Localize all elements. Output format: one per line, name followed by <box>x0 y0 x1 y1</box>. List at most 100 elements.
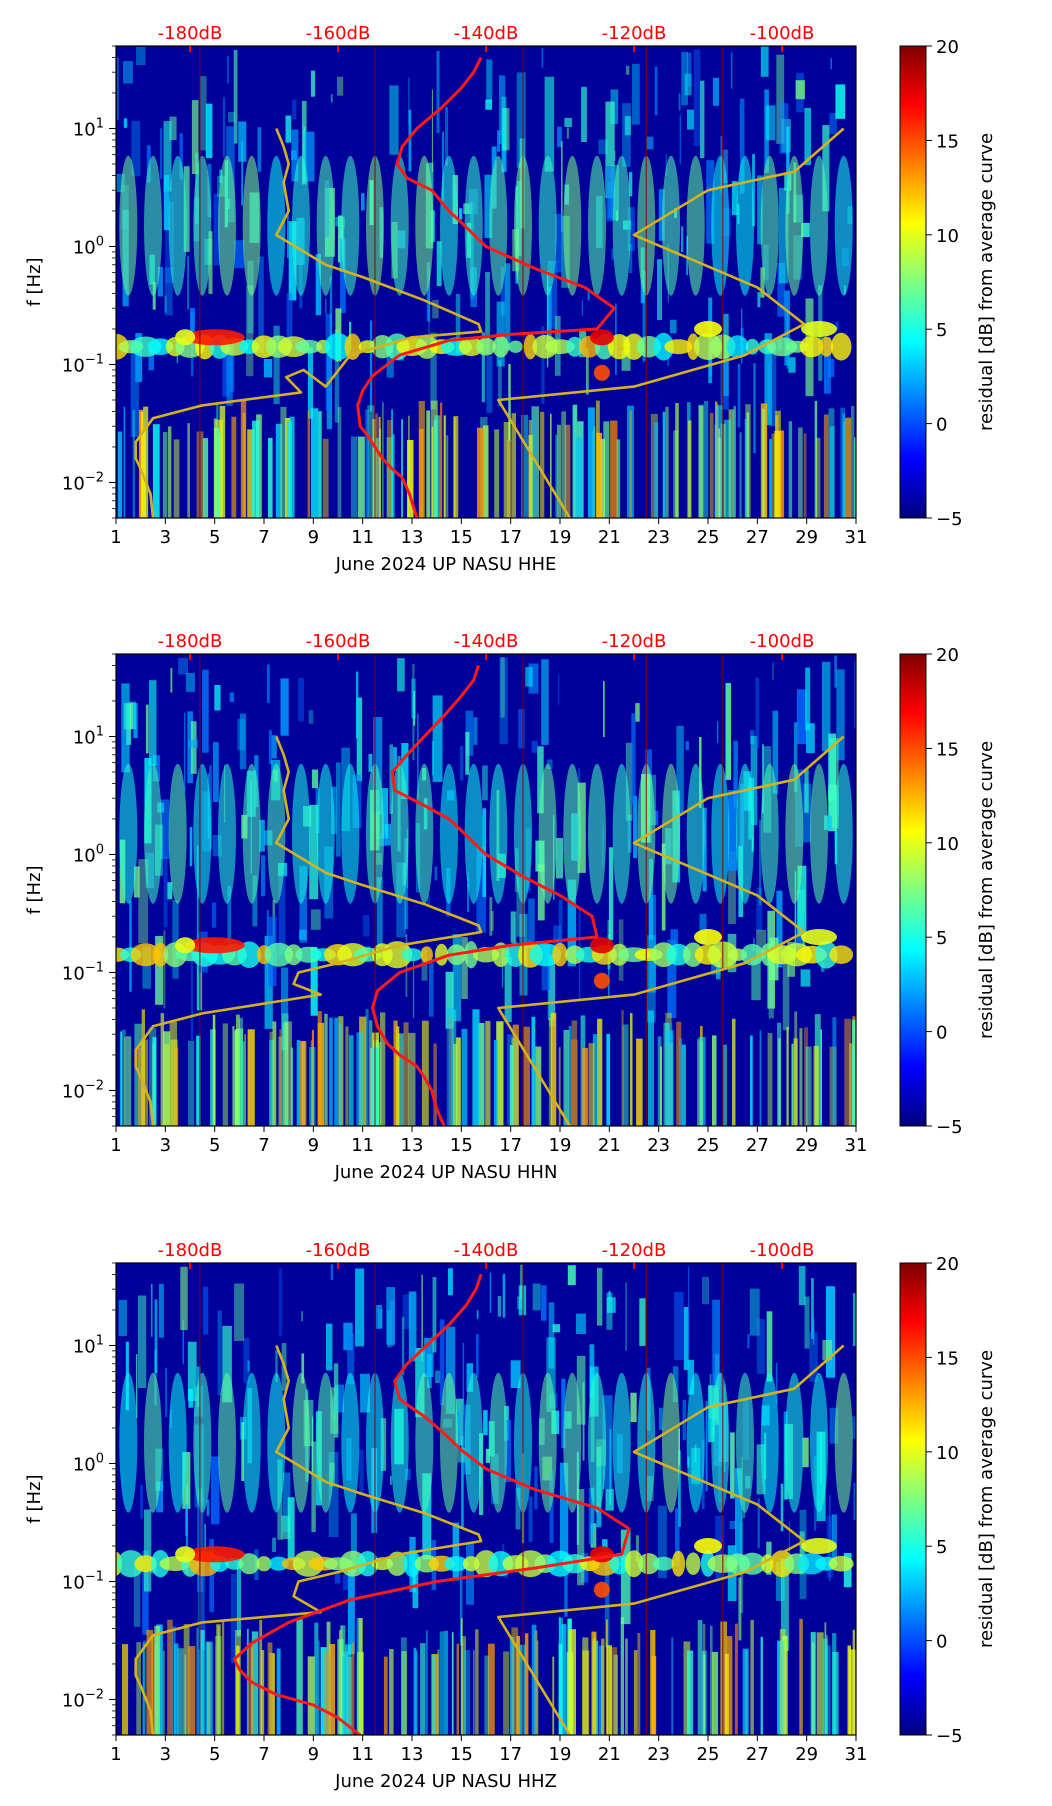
heatmap-streak <box>688 420 692 518</box>
heatmap-cell <box>830 58 832 70</box>
heatmap-hotspot <box>694 1538 722 1554</box>
heatmap-cell <box>797 865 807 937</box>
heatmap-cell <box>257 127 262 172</box>
heatmap-cell <box>156 1481 163 1513</box>
heatmap-streak <box>822 1638 828 1735</box>
heatmap-cell <box>497 130 501 152</box>
x-tick-label: 27 <box>746 1135 769 1156</box>
heatmap-streak <box>236 1645 240 1735</box>
heatmap-streak <box>616 439 621 518</box>
heatmap-streak <box>196 1035 201 1126</box>
heatmap-cell <box>311 769 319 789</box>
heatmap-streak <box>844 1018 851 1126</box>
noise-model-curve <box>496 127 845 518</box>
heatmap-streak <box>252 420 260 518</box>
colorbar-tick-label: 0 <box>936 415 947 436</box>
heatmap-streak <box>392 434 395 518</box>
heatmap-streak <box>842 413 846 518</box>
heatmap-streak <box>671 1637 674 1735</box>
heatmap-streak <box>237 1028 244 1126</box>
heatmap-streak <box>219 405 226 518</box>
heatmap-cell <box>853 1482 856 1521</box>
heatmap-blob <box>489 155 508 296</box>
heatmap-cell <box>514 911 517 945</box>
heatmap-streak <box>408 415 410 518</box>
heatmap-cell <box>163 121 172 192</box>
heatmap-streak <box>570 1039 578 1126</box>
x-tick-label: 27 <box>746 1744 769 1765</box>
heatmap-streak <box>851 1019 856 1126</box>
heatmap-blob <box>736 155 754 296</box>
heatmap-cell <box>737 363 741 428</box>
heatmap-cell <box>393 747 397 771</box>
heatmap-cell <box>739 98 745 194</box>
heatmap-streak <box>582 1047 588 1126</box>
heatmap-cell <box>180 1266 188 1331</box>
heatmap-cell <box>681 51 688 106</box>
heatmap-cell <box>611 248 614 260</box>
heatmap-blob <box>489 1372 508 1513</box>
heatmap-streak <box>401 1651 407 1735</box>
heatmap-cell <box>206 1499 210 1517</box>
heatmap-cell <box>735 1468 742 1565</box>
heatmap-streak <box>451 1632 454 1735</box>
heatmap-cell <box>725 683 731 780</box>
heatmap-cell <box>489 1272 492 1313</box>
heatmap-blob <box>671 1550 686 1577</box>
heatmap-blob <box>740 943 764 966</box>
heatmap-cell <box>439 1319 445 1406</box>
heatmap-blob <box>440 763 458 904</box>
heatmap-cell <box>466 1543 474 1605</box>
heatmap-cell <box>266 664 270 703</box>
heatmap-blob <box>662 763 680 904</box>
heatmap-cell <box>359 1449 364 1496</box>
y-tick-label: 100 <box>73 234 104 258</box>
heatmap-cell <box>212 835 222 857</box>
heatmap-blob <box>726 335 749 359</box>
heatmap-cell <box>149 680 157 766</box>
heatmap-cell <box>246 285 254 377</box>
heatmap-blob <box>292 763 310 904</box>
top-axis-label: -120dB <box>602 1240 667 1261</box>
heatmap-cell <box>271 735 277 759</box>
heatmap-cell <box>587 291 590 301</box>
heatmap-cell <box>657 259 662 321</box>
heatmap-cell <box>170 668 173 693</box>
heatmap-blob <box>760 1372 779 1513</box>
heatmap-cell <box>622 103 631 167</box>
heatmap-streak <box>326 1621 331 1735</box>
heatmap-streak <box>767 1032 773 1126</box>
heatmap-cell <box>702 1276 710 1305</box>
heatmap-blob <box>563 1372 582 1513</box>
heatmap-cell <box>661 843 666 931</box>
heatmap-streak <box>267 1642 273 1735</box>
heatmap-cell <box>821 661 831 752</box>
heatmap-cell <box>390 1475 392 1485</box>
heatmap-cell <box>408 109 412 172</box>
heatmap-streak <box>290 1047 293 1126</box>
x-tick-label: 3 <box>160 1744 171 1765</box>
heatmap-cell <box>541 944 551 991</box>
y-tick-label: 101 <box>73 116 104 140</box>
heatmap-cell <box>759 820 762 906</box>
heatmap-blob <box>267 1372 286 1513</box>
heatmap-cell <box>205 103 213 159</box>
x-tick-label: 21 <box>598 1135 621 1156</box>
heatmap-cell <box>801 222 810 238</box>
heatmap-cell <box>292 99 297 120</box>
heatmap-cell <box>191 100 199 175</box>
heatmap-blob <box>292 155 310 296</box>
heatmap-cell <box>360 1373 370 1413</box>
heatmap-blob <box>624 1550 644 1578</box>
heatmap-cell <box>655 810 659 825</box>
heatmap-hotspot <box>593 364 610 381</box>
heatmap-streak <box>810 1632 816 1735</box>
colorbar: 20 15 10 5 0 −5 residual [dB] from average cur… <box>899 645 997 1138</box>
heatmap-cell <box>851 1416 856 1439</box>
heatmap-streak <box>803 433 807 518</box>
heatmap-cell <box>548 286 552 356</box>
heatmap-cell <box>528 663 539 694</box>
heatmap-streak <box>446 435 449 518</box>
heatmap-streak <box>334 1017 339 1126</box>
heatmap-streak <box>820 1029 822 1126</box>
